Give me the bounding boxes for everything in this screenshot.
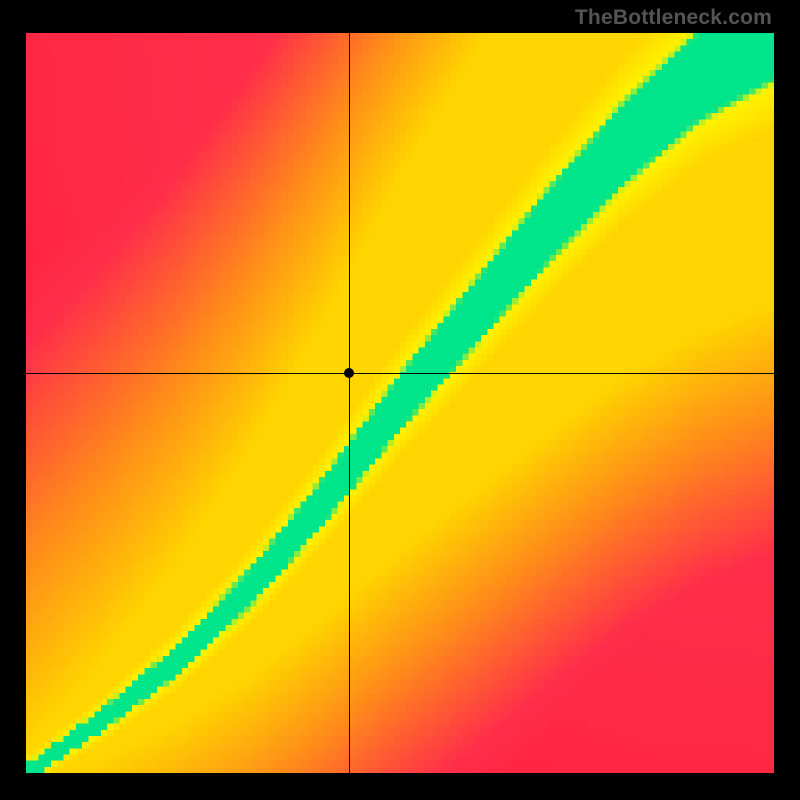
crosshair-horizontal xyxy=(26,373,774,374)
crosshair-marker xyxy=(344,368,354,378)
crosshair-vertical xyxy=(349,33,350,773)
heatmap-plot xyxy=(26,33,774,773)
watermark-text: TheBottleneck.com xyxy=(575,6,772,30)
heatmap-canvas xyxy=(26,33,774,773)
